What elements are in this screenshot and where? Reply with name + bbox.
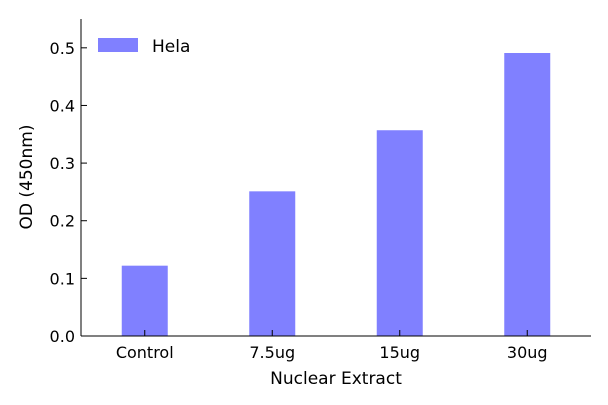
- x-ticks: Control 7.5ug 15ug 30ug: [116, 330, 548, 362]
- bar-15ug: [376, 130, 423, 336]
- x-tick-label: 30ug: [507, 343, 548, 362]
- y-tick-label: 0.5: [50, 39, 75, 58]
- bar-Control: [121, 265, 168, 336]
- y-tick-label: 0.2: [50, 212, 75, 231]
- bar-7.5ug: [249, 191, 296, 336]
- y-tick-label: 0.1: [50, 269, 75, 288]
- y-axis-label: OD (450nm): [17, 125, 37, 230]
- x-tick-label: 15ug: [379, 343, 420, 362]
- legend-label: Hela: [152, 37, 190, 57]
- y-ticks: 0.0 0.1 0.2 0.3 0.4 0.5: [50, 39, 87, 346]
- y-tick-label: 0.3: [50, 154, 75, 173]
- y-tick-label: 0.0: [50, 327, 75, 346]
- bars-layer: [121, 53, 551, 336]
- y-tick-label: 0.4: [50, 96, 75, 115]
- x-axis-label: Nuclear Extract: [270, 369, 402, 389]
- legend-swatch: [98, 38, 138, 52]
- bar-30ug: [504, 53, 551, 336]
- x-tick-label: Control: [116, 343, 174, 362]
- axes-layer: [80, 19, 591, 337]
- legend: Hela: [98, 37, 190, 57]
- x-tick-label: 7.5ug: [249, 343, 295, 362]
